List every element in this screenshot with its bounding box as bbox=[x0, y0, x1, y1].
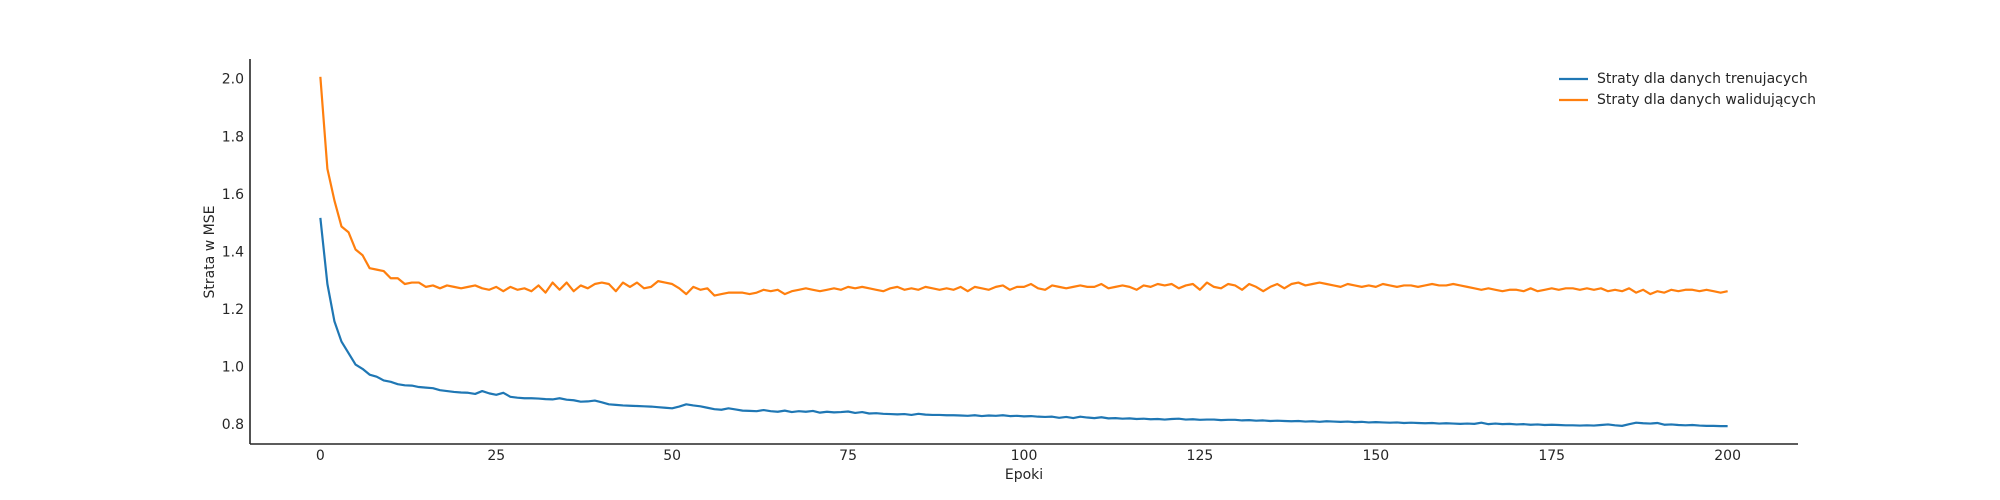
x-tick-label: 75 bbox=[839, 448, 857, 464]
data-line bbox=[319, 76, 1728, 297]
x-tick-label: 25 bbox=[487, 448, 505, 464]
x-tick-label: 200 bbox=[1714, 448, 1741, 464]
x-tick-label: 150 bbox=[1362, 448, 1389, 464]
x-tick-label: 100 bbox=[1011, 448, 1038, 464]
x-tick-label: 175 bbox=[1538, 448, 1565, 464]
y-axis-label: Strata w MSE bbox=[202, 206, 218, 299]
y-tick-label: 1.8 bbox=[222, 129, 244, 145]
y-tick-label: 1.4 bbox=[222, 244, 244, 260]
x-tick-label: 50 bbox=[663, 448, 681, 464]
x-tick-label: 125 bbox=[1187, 448, 1214, 464]
x-axis-label: Epoki bbox=[1005, 467, 1043, 483]
y-tick-label: 2.0 bbox=[222, 72, 244, 88]
y-tick-label: 0.8 bbox=[222, 417, 244, 433]
y-tick-label: 1.6 bbox=[222, 187, 244, 203]
y-tick-label: 1.2 bbox=[222, 302, 244, 318]
legend-label: Straty dla danych walidujących bbox=[1597, 92, 1816, 108]
data-line bbox=[319, 217, 1728, 428]
x-tick-label: 0 bbox=[316, 448, 325, 464]
legend-label: Straty dla danych trenujacych bbox=[1597, 71, 1808, 87]
y-tick-label: 1.0 bbox=[222, 359, 244, 375]
